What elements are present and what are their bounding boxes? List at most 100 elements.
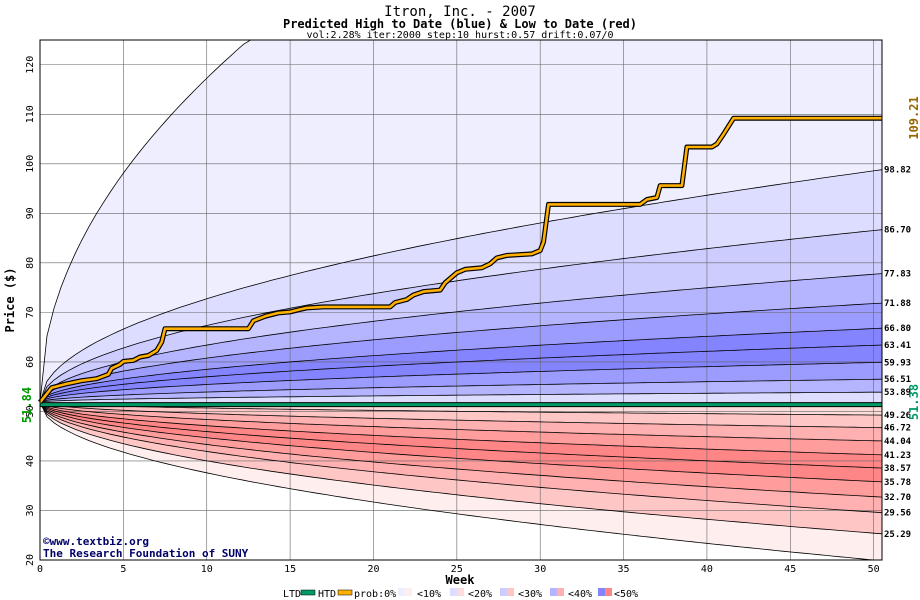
x-tick-label: 0 [37,564,43,575]
low-curve-6 [39,402,883,498]
red-band-6 [40,402,882,513]
y-tick-label: 110 [25,105,36,123]
low-curve-4 [39,401,883,469]
end-value-label: 32.70 [884,493,911,503]
legend-20-label: <20% [468,589,492,600]
legend: LTD HTD prob:0% <10% <20% <30% <40% <50% [283,588,638,600]
end-value-label: 29.56 [884,509,911,519]
blue-band-3 [40,273,882,403]
start-price-label: 51.84 [20,387,34,423]
quantile-curves [39,39,883,561]
red-band-0 [40,402,882,428]
end-value-label: 25.29 [884,530,911,540]
end-value-label: 53.89 [884,388,911,398]
legend-ltd-label: LTD [283,589,301,600]
y-tick-label: 70 [25,306,36,318]
legend-50-label: <50% [614,589,638,600]
chart-title: Itron, Inc. - 2007 [384,4,536,20]
price-paths [38,115,882,408]
red-band-5 [40,402,882,498]
x-axis-label: Week [446,573,476,587]
y-tick-label: 120 [25,56,36,74]
lower-envelope [39,402,882,561]
high-curve-2 [39,273,883,403]
red-band-3 [40,402,882,468]
end-value-label: 66.80 [884,324,911,334]
legend-swatch-0-red [405,588,412,596]
x-tick-label: 15 [284,564,296,575]
red-band-7 [40,402,882,534]
high-curve-8 [39,391,882,403]
x-tick-label: 30 [534,564,546,575]
credit-site-text: www.textbiz.org [50,535,149,548]
blue-band-8 [40,379,882,403]
legend-swatch-30-red [557,588,564,596]
y-tick-label: 80 [25,257,36,269]
end-value-label: 41.23 [884,451,911,461]
low-curve-3 [39,401,883,456]
red-band-1 [40,402,882,441]
end-value-label: 77.83 [884,270,911,280]
high-curve-5 [39,344,883,403]
chart-subtitle: Predicted High to Date (blue) & Low to D… [283,17,637,31]
blue-band-1 [40,169,882,403]
blue-band-7 [40,362,882,403]
plot-frame [39,39,883,561]
blue-band-5 [40,328,882,403]
high-curve-7 [39,378,883,403]
y-axis-ticks: 20 30 40 50 60 70 80 90 100 110 120 [25,56,36,566]
legend-htd-label: HTD [318,589,336,600]
low-curve-5 [39,402,883,483]
x-tick-label: 10 [201,564,213,575]
blue-band-2 [40,229,882,403]
end-value-label: 59.93 [884,358,911,368]
high-curve-1 [39,229,883,403]
y-tick-label: 40 [25,455,36,467]
legend-30-label: <30% [518,589,542,600]
x-tick-label: 50 [868,564,880,575]
end-value-label: 98.82 [884,166,911,176]
end-value-label: 44.04 [884,437,912,447]
copyright-symbol: © [43,535,50,548]
legend-htd-swatch [337,589,353,596]
probability-bands [40,40,882,560]
end-value-label: 86.70 [884,226,911,236]
blue-band-4 [40,303,882,403]
x-tick-label: 20 [367,564,379,575]
end-value-label: 56.51 [884,375,911,385]
end-value-label: 71.88 [884,299,911,309]
y-tick-label: 20 [25,554,36,566]
red-band-4 [40,402,882,482]
red-band-8 [40,402,882,560]
x-axis-ticks: 0 5 10 15 20 25 30 35 40 45 50 [37,564,880,575]
x-tick-label: 40 [701,564,713,575]
low-curve-2 [39,401,883,442]
end-high-to-date-label: 109.21 [907,96,920,139]
high-curve-4 [39,327,883,403]
legend-prob-label: prob:0% [354,589,396,600]
legend-10-label: <10% [417,589,441,600]
low-curve-1 [39,401,883,429]
end-value-label: 38.57 [884,464,911,474]
end-value-label: 35.78 [884,478,911,488]
end-low-to-date-label: 51.38 [907,384,920,420]
y-tick-label: 30 [25,504,36,516]
end-value-label: 63.41 [884,341,911,351]
x-tick-label: 25 [451,564,463,575]
credit-site: ©www.textbiz.org [43,535,149,548]
end-value-label: 49.26 [884,411,911,421]
legend-swatch-10-red [457,588,464,596]
high-to-date-line [38,116,882,404]
high-curve-6 [39,361,883,403]
low-curve-7 [39,402,883,514]
blue-band-inner [40,392,882,403]
blue-band-0 [40,40,882,403]
x-tick-label: 45 [784,564,796,575]
y-tick-label: 100 [25,155,36,173]
legend-swatch-40-red [605,588,612,596]
credit-org: The Research Foundation of SUNY [43,547,249,560]
right-end-labels: 98.82 86.70 77.83 71.88 66.80 63.41 59.93 56.51… [884,166,912,540]
red-band-2 [40,402,882,455]
y-axis-label: Price ($) [3,267,17,332]
